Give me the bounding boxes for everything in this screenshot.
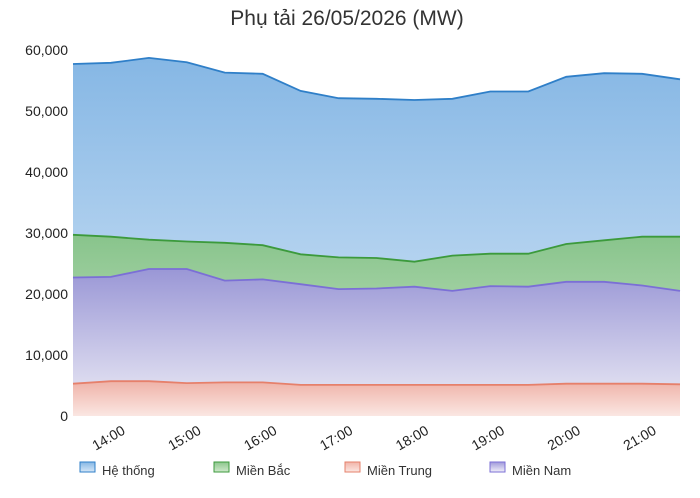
legend-swatch xyxy=(213,461,230,473)
legend-label: Miền Bắc xyxy=(236,463,291,478)
legend-swatch xyxy=(79,461,96,473)
line-mien-bac xyxy=(72,233,680,263)
line-mien-nam xyxy=(72,268,681,292)
y-tick-label: 0 xyxy=(60,408,68,424)
y-tick-label: 30,000 xyxy=(25,225,68,241)
x-axis: 14:00 15:00 16:00 17:00 18:00 19:00 20:00 21:00 xyxy=(89,422,659,453)
area-mien-trung xyxy=(73,381,680,416)
x-tick-label: 16:00 xyxy=(241,422,280,453)
x-tick-label: 20:00 xyxy=(545,422,584,453)
y-tick-label: 20,000 xyxy=(25,286,68,302)
x-tick-label: 19:00 xyxy=(469,422,508,453)
legend-label: Miền Nam xyxy=(512,463,571,478)
y-tick-label: 60,000 xyxy=(25,42,68,58)
x-tick-label: 18:00 xyxy=(393,422,432,453)
legend: Hệ thống Miền Bắc Miền Trung Miền Nam xyxy=(79,461,571,478)
legend-item-he-thong[interactable]: Hệ thống xyxy=(79,461,155,478)
x-tick-label: 21:00 xyxy=(620,422,659,453)
legend-label: Hệ thống xyxy=(102,463,155,478)
line-he-thong xyxy=(72,56,681,101)
y-tick-label: 50,000 xyxy=(25,103,68,119)
legend-label: Miền Trung xyxy=(367,463,432,478)
x-tick-label: 14:00 xyxy=(89,422,128,453)
chart-areas xyxy=(73,57,680,417)
chart-title: Phụ tải 26/05/2026 (MW) xyxy=(230,7,463,30)
area-mien-nam xyxy=(73,269,680,416)
legend-item-mien-nam[interactable]: Miền Nam xyxy=(489,461,571,478)
chart-lines xyxy=(72,56,681,386)
legend-item-mien-bac[interactable]: Miền Bắc xyxy=(213,461,291,478)
x-tick-label: 15:00 xyxy=(165,422,204,453)
x-tick-label: 17:00 xyxy=(317,422,356,453)
legend-swatch xyxy=(489,461,506,473)
y-tick-label: 40,000 xyxy=(25,164,68,180)
legend-item-mien-trung[interactable]: Miền Trung xyxy=(344,461,432,478)
line-mien-trung xyxy=(72,380,681,386)
legend-swatch xyxy=(344,461,361,473)
y-axis: 0 10,000 20,000 30,000 40,000 50,000 60,000 xyxy=(25,42,68,424)
y-tick-label: 10,000 xyxy=(25,347,68,363)
